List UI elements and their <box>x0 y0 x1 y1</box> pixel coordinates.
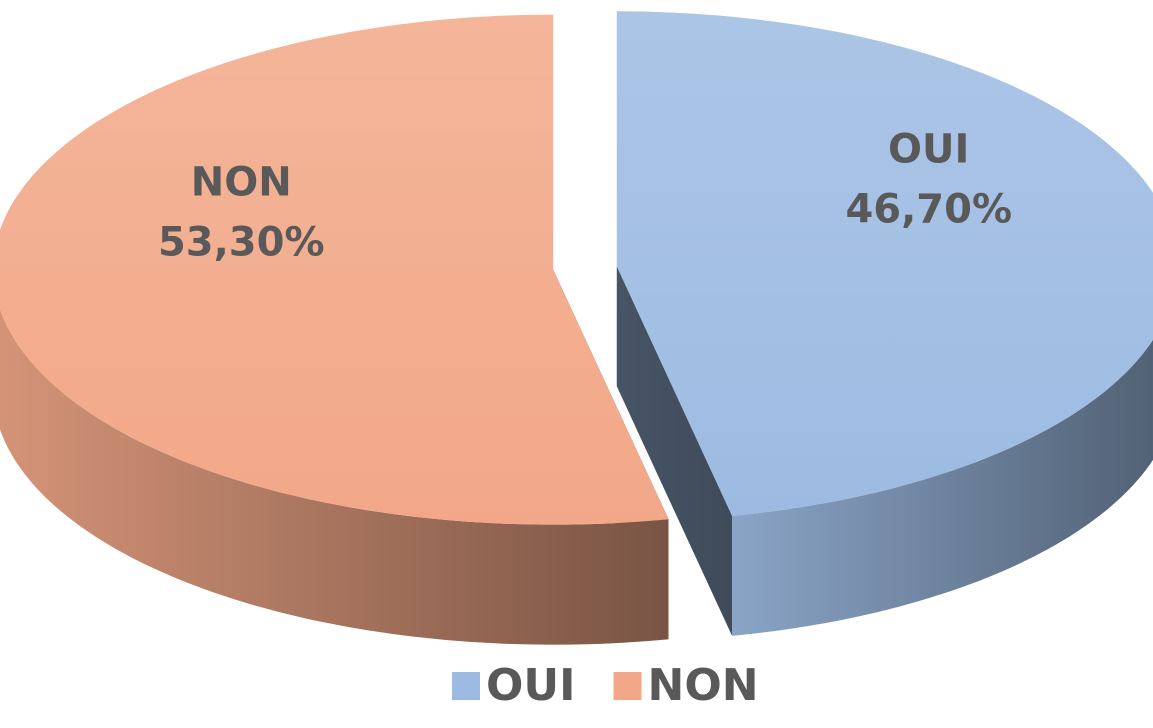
legend-label: OUI <box>486 660 576 711</box>
legend-label: NON <box>648 660 759 711</box>
legend-swatch <box>452 672 480 700</box>
slice-wall-shade <box>0 309 669 645</box>
slice-label-value: 46,70% <box>845 187 1012 233</box>
legend: OUI NON <box>452 660 759 711</box>
slice-gloss <box>0 14 669 525</box>
slice-wall-shade <box>732 339 1153 636</box>
pie: OUI 46,70% NON 53,30% <box>0 11 1153 645</box>
legend-swatch <box>613 672 642 700</box>
slice-side-shade <box>616 266 733 636</box>
slice-label-value: 53,30% <box>158 219 325 265</box>
slice-gloss <box>616 11 1153 516</box>
slice-label-name: OUI <box>888 127 969 173</box>
slice-label-name: NON <box>191 159 292 205</box>
